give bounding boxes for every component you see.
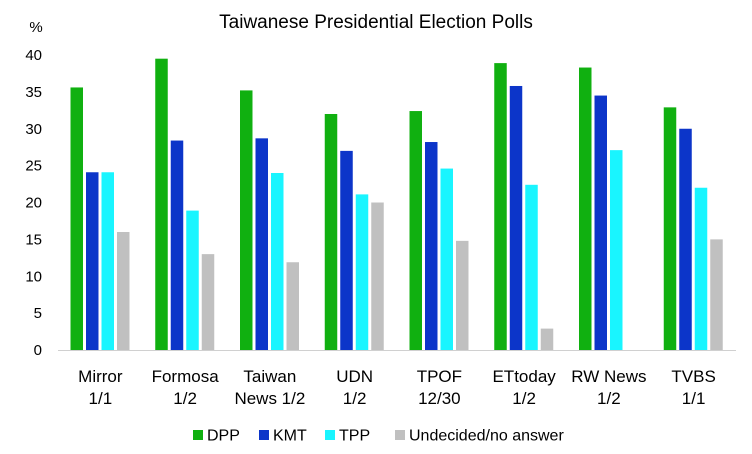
x-category-label: TVBS	[671, 367, 715, 386]
x-category-label: Formosa	[152, 367, 220, 386]
bar-undecided-no-answer	[201, 254, 215, 351]
bar-dpp	[324, 114, 338, 350]
bar-undecided-no-answer	[540, 328, 554, 350]
bar-undecided-no-answer	[117, 232, 130, 350]
bar-dpp	[240, 90, 253, 351]
bar-tpp	[610, 150, 623, 350]
bar-tpp	[525, 184, 538, 350]
y-tick-label: 25	[25, 158, 42, 175]
bar-undecided-no-answer	[710, 239, 723, 351]
y-tick-label: 30	[25, 121, 42, 138]
bar-dpp	[579, 67, 592, 350]
bar-dpp	[70, 87, 83, 350]
legend-swatch	[193, 430, 203, 440]
y-tick-label: 10	[25, 268, 42, 285]
bar-dpp	[155, 58, 168, 350]
bar-kmt	[594, 95, 607, 350]
x-category-label: ETtoday	[492, 367, 556, 386]
y-axis-unit: %	[29, 19, 42, 36]
x-category-label: 1/2	[597, 389, 621, 408]
bar-dpp	[409, 111, 422, 350]
bar-tpp	[101, 172, 114, 350]
bar-tpp	[694, 187, 708, 350]
legend-label: Undecided/no answer	[409, 428, 564, 445]
bar-tpp	[186, 210, 199, 350]
x-axis-category-labels: Mirror 1/1 Formosa 1/2 Taiwan News 1/2 UDN 1/2 T…	[78, 367, 716, 408]
x-category-label: Taiwan	[243, 367, 296, 386]
legend: DPP KMT TPP Undecided/no answer	[193, 428, 564, 445]
x-category-label: 1/2	[512, 389, 536, 408]
x-category-label: 1/1	[682, 389, 706, 408]
y-tick-label: 35	[25, 84, 42, 101]
x-category-label: Mirror	[78, 367, 123, 386]
x-category-label: 12/30	[418, 389, 461, 408]
bar-tpp	[355, 194, 369, 350]
bar-dpp	[494, 63, 507, 351]
bar-undecided-no-answer	[286, 262, 299, 350]
x-category-label: News 1/2	[234, 389, 305, 408]
legend-swatch	[325, 430, 335, 440]
y-tick-label: 20	[25, 195, 42, 212]
legend-label: TPP	[339, 428, 370, 445]
bar-kmt	[509, 85, 523, 350]
bar-tpp	[271, 173, 284, 350]
x-category-label: RW News	[571, 367, 646, 386]
y-tick-label: 5	[34, 305, 42, 322]
bar-kmt	[86, 172, 99, 350]
chart-title: Taiwanese Presidential Election Polls	[219, 12, 533, 33]
y-tick-label: 15	[25, 231, 42, 248]
bar-tpp	[440, 168, 453, 350]
x-category-label: TPOF	[417, 367, 462, 386]
bar-kmt	[425, 142, 438, 350]
legend-label: DPP	[207, 428, 240, 445]
bar-series-group	[70, 58, 723, 351]
x-category-label: 1/1	[89, 389, 113, 408]
y-axis-ticks: 0 5 10 15 20 25 30 35 40	[25, 47, 42, 359]
bar-dpp	[663, 107, 677, 350]
bar-undecided-no-answer	[456, 240, 469, 350]
bar-kmt	[255, 138, 268, 350]
legend-swatch	[259, 430, 269, 440]
bar-kmt	[170, 140, 184, 350]
bar-kmt	[679, 128, 692, 350]
x-category-label: 1/2	[173, 389, 197, 408]
y-tick-label: 40	[25, 47, 42, 64]
y-tick-label: 0	[34, 342, 42, 359]
x-category-label: 1/2	[343, 389, 367, 408]
x-category-label: UDN	[336, 367, 373, 386]
bar-kmt	[340, 150, 353, 351]
legend-label: KMT	[273, 428, 307, 445]
bar-undecided-no-answer	[371, 202, 384, 350]
legend-swatch	[395, 430, 405, 440]
